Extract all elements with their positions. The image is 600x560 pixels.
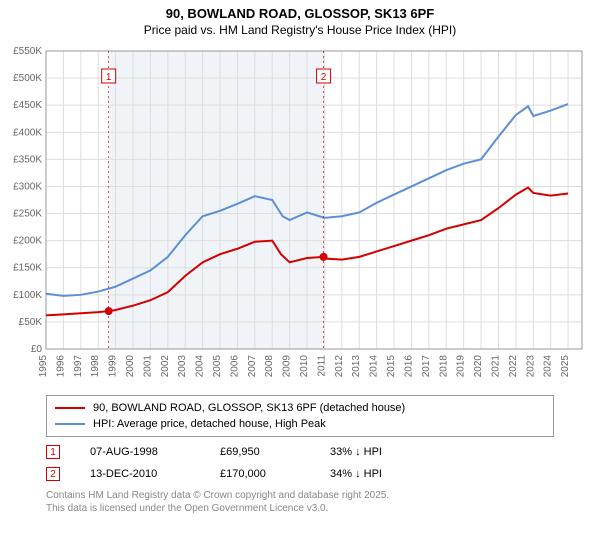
svg-text:2020: 2020: [473, 355, 484, 378]
svg-text:2009: 2009: [282, 355, 293, 378]
transaction-date: 13-DEC-2010: [90, 468, 190, 480]
svg-text:£550K: £550K: [13, 46, 42, 57]
svg-text:2025: 2025: [560, 355, 571, 378]
transaction-date: 07-AUG-1998: [90, 446, 190, 458]
transaction-list: 1 07-AUG-1998 £69,950 33% ↓ HPI 2 13-DEC-2010…: [46, 441, 554, 485]
footer-line-2: This data is licensed under the Open Gov…: [46, 502, 554, 515]
svg-text:2004: 2004: [195, 355, 206, 378]
legend-label: HPI: Average price, detached house, High…: [93, 418, 326, 430]
svg-text:£150K: £150K: [13, 263, 42, 274]
transaction-price: £170,000: [220, 468, 300, 480]
svg-text:1998: 1998: [90, 355, 101, 378]
svg-text:2022: 2022: [508, 355, 519, 378]
transaction-price: £69,950: [220, 446, 300, 458]
svg-text:2012: 2012: [334, 355, 345, 378]
svg-text:£100K: £100K: [13, 290, 42, 301]
svg-text:2019: 2019: [456, 355, 467, 378]
svg-text:1997: 1997: [73, 355, 84, 378]
svg-text:2016: 2016: [403, 355, 414, 378]
svg-text:2: 2: [321, 72, 327, 83]
chart-title: 90, BOWLAND ROAD, GLOSSOP, SK13 6PF Pric…: [0, 0, 600, 39]
svg-text:2006: 2006: [229, 355, 240, 378]
footer-line-1: Contains HM Land Registry data © Crown c…: [46, 489, 554, 502]
svg-text:2013: 2013: [351, 355, 362, 378]
svg-text:£350K: £350K: [13, 154, 42, 165]
svg-text:2021: 2021: [490, 355, 501, 378]
legend-item: 90, BOWLAND ROAD, GLOSSOP, SK13 6PF (det…: [55, 400, 545, 416]
transaction-marker: 1: [46, 445, 60, 459]
svg-text:£0: £0: [31, 344, 43, 355]
svg-text:2015: 2015: [386, 355, 397, 378]
svg-text:£200K: £200K: [13, 236, 42, 247]
svg-text:1995: 1995: [38, 355, 49, 378]
svg-text:2023: 2023: [525, 355, 536, 378]
legend: 90, BOWLAND ROAD, GLOSSOP, SK13 6PF (det…: [46, 395, 554, 437]
svg-text:£300K: £300K: [13, 181, 42, 192]
transaction-row: 2 13-DEC-2010 £170,000 34% ↓ HPI: [46, 463, 554, 485]
svg-text:£50K: £50K: [19, 317, 43, 328]
svg-text:2003: 2003: [177, 355, 188, 378]
transaction-delta: 33% ↓ HPI: [330, 446, 382, 458]
svg-text:2011: 2011: [316, 355, 327, 377]
svg-text:£500K: £500K: [13, 73, 42, 84]
transaction-delta: 34% ↓ HPI: [330, 468, 382, 480]
svg-text:1996: 1996: [55, 355, 66, 378]
svg-text:2018: 2018: [438, 355, 449, 378]
svg-text:£450K: £450K: [13, 100, 42, 111]
svg-text:2005: 2005: [212, 355, 223, 378]
title-address: 90, BOWLAND ROAD, GLOSSOP, SK13 6PF: [0, 6, 600, 21]
legend-item: HPI: Average price, detached house, High…: [55, 416, 545, 432]
svg-text:2014: 2014: [369, 355, 380, 378]
chart-container: £0 £50K £100K £150K £200K £250K £300K £350K £400…: [0, 39, 600, 389]
svg-text:2008: 2008: [264, 355, 275, 378]
svg-text:2000: 2000: [125, 355, 136, 378]
transaction-marker: 2: [46, 467, 60, 481]
legend-swatch: [55, 407, 85, 409]
svg-text:2010: 2010: [299, 355, 310, 378]
svg-text:2001: 2001: [142, 355, 153, 378]
svg-text:£400K: £400K: [13, 127, 42, 138]
svg-text:2024: 2024: [543, 355, 554, 378]
copyright-footer: Contains HM Land Registry data © Crown c…: [46, 489, 554, 515]
svg-text:2002: 2002: [160, 355, 171, 378]
title-subtitle: Price paid vs. HM Land Registry's House …: [0, 23, 600, 37]
transaction-row: 1 07-AUG-1998 £69,950 33% ↓ HPI: [46, 441, 554, 463]
svg-text:1999: 1999: [108, 355, 119, 378]
legend-swatch: [55, 423, 85, 425]
svg-text:£250K: £250K: [13, 209, 42, 220]
svg-text:1: 1: [106, 72, 112, 83]
svg-text:2017: 2017: [421, 355, 432, 378]
legend-label: 90, BOWLAND ROAD, GLOSSOP, SK13 6PF (det…: [93, 402, 405, 414]
svg-text:2007: 2007: [247, 355, 258, 378]
